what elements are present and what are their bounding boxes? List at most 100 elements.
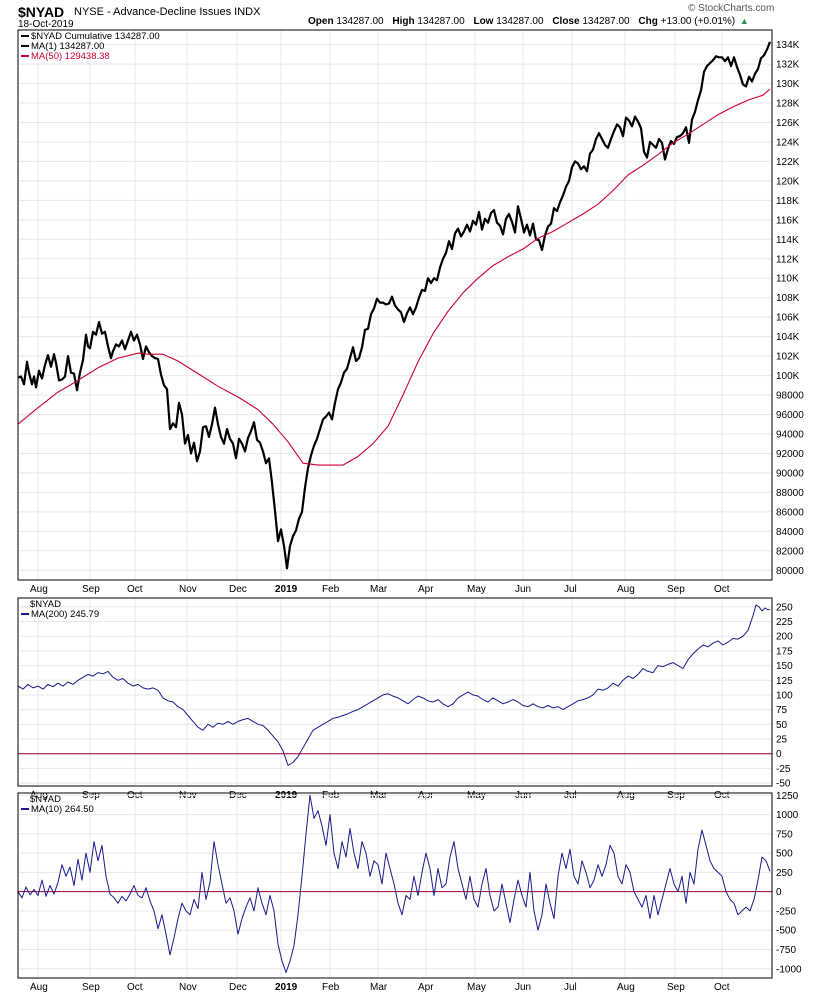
x-tick-label: Jun — [515, 982, 531, 993]
y-tick-label: 1000 — [776, 810, 799, 821]
legend-entry: $NYAD Cumulative 134287.00 — [31, 31, 160, 42]
low-value: 134287.00 — [496, 16, 544, 27]
y-tick-label: 126K — [776, 118, 800, 129]
y-tick-label: 130K — [776, 79, 800, 90]
y-tick-label: -50 — [776, 779, 791, 790]
y-tick-label: 114K — [776, 235, 799, 246]
x-tick-label: Aug — [30, 584, 48, 595]
panel-frame — [17, 597, 773, 787]
stockcharts-credit: © StockCharts.com — [688, 3, 775, 14]
y-tick-label: 94000 — [776, 429, 804, 440]
y-tick-label: -250 — [776, 906, 796, 917]
high-value: 134287.00 — [417, 16, 465, 27]
x-tick-label: Sep — [667, 982, 685, 993]
y-tick-label: 0 — [776, 749, 782, 760]
series-line-ma-10 — [17, 794, 771, 974]
open-label: Open — [308, 16, 334, 27]
x-tick-label: Mar — [370, 584, 388, 595]
x-tick-label: Jul — [564, 584, 577, 595]
y-tick-label: 104K — [776, 332, 800, 343]
low-label: Low — [473, 16, 494, 27]
y-tick-label: 25 — [776, 735, 788, 746]
y-tick-label: 75 — [776, 705, 788, 716]
y-tick-label: 92000 — [776, 449, 804, 460]
y-tick-label: 112K — [776, 254, 799, 265]
series-line--nyad-cumulative — [17, 41, 772, 570]
y-tick-label: 750 — [776, 829, 793, 840]
y-tick-label: 200 — [776, 632, 793, 643]
y-tick-label: 96000 — [776, 410, 804, 421]
y-tick-label: 80000 — [776, 566, 804, 577]
x-tick-label: Oct — [127, 584, 143, 595]
y-tick-label: -500 — [776, 926, 796, 937]
y-tick-label: 110K — [776, 274, 799, 285]
ohlc-readout: Open 134287.00 High 134287.00 Low 134287… — [308, 16, 749, 27]
y-tick-label: -1000 — [776, 964, 802, 975]
x-tick-label: May — [467, 982, 486, 993]
y-tick-label: 500 — [776, 849, 793, 860]
y-tick-label: 118K — [776, 196, 799, 207]
panel-frame — [17, 792, 773, 979]
y-tick-label: -25 — [776, 764, 791, 775]
y-tick-label: 124K — [776, 137, 800, 148]
x-tick-label: Jun — [515, 584, 531, 595]
y-tick-label: 100 — [776, 690, 793, 701]
x-tick-label: Sep — [82, 584, 100, 595]
up-triangle-icon: ▲ — [739, 16, 749, 26]
x-tick-label: Oct — [714, 584, 730, 595]
legend-entry: $NYAD — [30, 794, 61, 805]
security-name: NYSE - Advance-Decline Issues INDX — [74, 6, 261, 18]
high-label: High — [392, 16, 415, 27]
y-tick-label: 225 — [776, 617, 793, 628]
y-tick-label: 90000 — [776, 468, 804, 479]
y-tick-label: 125 — [776, 676, 793, 687]
y-tick-label: 116K — [776, 215, 799, 226]
x-tick-label: Sep — [82, 982, 100, 993]
y-tick-label: 175 — [776, 646, 793, 657]
y-tick-label: 88000 — [776, 488, 804, 499]
chart-date: 18-Oct-2019 — [18, 19, 74, 30]
y-tick-label: 50 — [776, 720, 788, 731]
symbol-label: $NYAD — [18, 4, 65, 20]
y-tick-label: 128K — [776, 99, 800, 110]
chg-label: Chg — [638, 16, 658, 27]
x-tick-label: Nov — [179, 584, 197, 595]
y-tick-label: 106K — [776, 313, 800, 324]
series-line-ma-50 — [17, 88, 771, 466]
legend-entry: MA(200) 245.79 — [31, 609, 99, 620]
legend-entry: MA(10) 264.50 — [31, 804, 94, 815]
y-tick-label: 0 — [776, 887, 782, 898]
y-tick-label: 134K — [776, 40, 800, 51]
y-tick-label: 84000 — [776, 527, 804, 538]
y-tick-label: 82000 — [776, 546, 804, 557]
open-value: 134287.00 — [336, 16, 384, 27]
y-tick-label: 98000 — [776, 391, 804, 402]
y-tick-label: 100K — [776, 371, 800, 382]
panel-frame — [17, 29, 773, 581]
close-label: Close — [552, 16, 580, 27]
y-tick-label: 250 — [776, 868, 793, 879]
legend-entry: MA(1) 134287.00 — [31, 41, 104, 52]
x-tick-label: Aug — [617, 982, 635, 993]
legend-entry: $NYAD — [30, 599, 61, 610]
y-tick-label: 250 — [776, 602, 793, 613]
x-tick-label: Aug — [617, 584, 635, 595]
x-tick-label: Feb — [322, 982, 340, 993]
x-tick-label: Apr — [418, 584, 434, 595]
x-tick-label: 2019 — [275, 584, 298, 595]
y-tick-label: 132K — [776, 60, 800, 71]
x-tick-label: Feb — [322, 584, 340, 595]
legend-entry: MA(50) 129438.38 — [31, 51, 110, 62]
y-tick-label: 86000 — [776, 507, 804, 518]
y-tick-label: 150 — [776, 661, 793, 672]
x-tick-label: Mar — [370, 982, 388, 993]
y-tick-label: -750 — [776, 945, 796, 956]
y-tick-label: 1250 — [776, 791, 799, 802]
x-tick-label: May — [467, 584, 486, 595]
x-tick-label: Jul — [564, 982, 577, 993]
x-tick-label: Oct — [714, 982, 730, 993]
x-tick-label: 2019 — [275, 982, 298, 993]
x-tick-label: Aug — [30, 982, 48, 993]
x-tick-label: Dec — [229, 982, 247, 993]
